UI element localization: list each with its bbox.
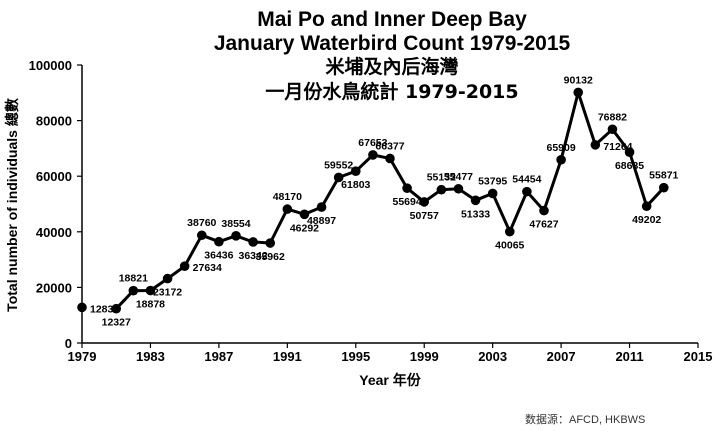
data-point (128, 285, 139, 296)
data-point (77, 302, 87, 313)
data-label: 18878 (136, 299, 165, 311)
data-label: 55871 (649, 170, 678, 182)
data-label: 48897 (307, 215, 336, 227)
data-label: 36436 (204, 250, 233, 262)
data-point (573, 87, 584, 98)
x-axis-title: Year 年份 (359, 372, 421, 388)
x-tick-label: 2007 (547, 349, 576, 364)
y-axis-title: Total number of individuals 總數 (4, 98, 20, 312)
data-label: 55477 (444, 171, 473, 183)
data-point (231, 231, 241, 241)
data-label: 36342 (239, 250, 268, 262)
data-point (487, 188, 498, 199)
data-point (214, 236, 224, 247)
data-point (504, 226, 515, 237)
data-point (385, 153, 395, 164)
data-point (607, 124, 618, 135)
data-label: 12327 (102, 317, 131, 329)
source-note: 数据源：AFCD, HKBWS (525, 412, 645, 426)
data-point (470, 195, 481, 206)
data-label: 55694 (393, 196, 422, 208)
data-label: 18821 (119, 273, 148, 285)
data-label: 38554 (221, 218, 250, 230)
data-point (196, 230, 207, 241)
data-point (145, 285, 156, 296)
data-point (162, 273, 173, 284)
chart-title-line-3: 米埔及內后海灣 (325, 55, 458, 78)
x-tick-label: 1983 (136, 349, 165, 364)
x-tick-label: 1999 (410, 349, 439, 364)
data-label: 51333 (461, 208, 490, 220)
data-label: 76882 (598, 111, 627, 123)
data-label: 48170 (273, 191, 302, 203)
data-point (419, 197, 430, 207)
data-point (282, 204, 293, 214)
data-label: 71264 (603, 141, 632, 153)
chart-title-line-2: January Waterbird Count 1979-2015 (214, 32, 571, 55)
x-tick-label: 2003 (478, 349, 507, 364)
data-point (453, 183, 464, 194)
data-point (641, 201, 652, 212)
data-point (299, 209, 310, 220)
x-tick-label: 2015 (684, 349, 713, 364)
data-point (402, 183, 412, 193)
data-label: 27634 (193, 262, 222, 274)
data-point (316, 202, 327, 212)
data-point (350, 166, 361, 176)
y-tick-label: 0 (65, 336, 72, 351)
y-tick-label: 80000 (36, 114, 72, 129)
data-label: 65909 (547, 142, 576, 154)
data-point (522, 186, 532, 197)
data-point (179, 261, 190, 271)
data-label: 49202 (632, 214, 661, 226)
chart-title-line-1: Mai Po and Inner Deep Bay (257, 8, 527, 31)
tick-labels: 0 20000 40000 60000 80000 100000 1979 1983 1987 1… (29, 58, 713, 364)
data-label: 90132 (564, 74, 593, 86)
series-line (115, 90, 665, 310)
data-label: 66377 (375, 140, 404, 152)
data-point (265, 238, 276, 248)
axes (77, 64, 699, 348)
data-label: 59552 (324, 159, 353, 171)
data-label: 53795 (478, 175, 507, 187)
data-label: 38760 (187, 217, 216, 229)
data-point (333, 172, 344, 183)
data-label: 68635 (615, 160, 644, 172)
data-label: 47627 (529, 219, 558, 231)
data-label: 35962 (256, 251, 285, 263)
data-point (368, 150, 378, 160)
data-point (624, 147, 635, 157)
chart-title-line-4: 一月份水鳥統計 1979-2015 (265, 80, 518, 103)
data-label: 40065 (495, 240, 524, 252)
x-tick-label: 1979 (68, 349, 97, 364)
data-point (556, 154, 566, 165)
data-point (539, 205, 549, 216)
y-tick-label: 60000 (36, 169, 72, 184)
data-label: 61803 (341, 179, 370, 191)
data-point (248, 237, 258, 247)
x-tick-label: 2011 (615, 349, 643, 364)
data-point (658, 182, 669, 193)
x-tick-label: 1991 (273, 349, 302, 364)
y-tick-label: 40000 (36, 225, 72, 240)
data-label: 23172 (153, 287, 182, 299)
data-label: 55132 (427, 172, 456, 184)
data-point (111, 303, 122, 314)
data-label: 50757 (410, 210, 439, 222)
x-tick-label: 1987 (204, 349, 233, 364)
x-tick-label: 1995 (341, 349, 370, 364)
series-total (77, 87, 669, 314)
y-tick-label: 20000 (36, 280, 72, 295)
data-point (436, 184, 447, 195)
data-point (590, 140, 601, 150)
data-label: 46292 (290, 222, 319, 234)
data-label: 12830 (90, 303, 119, 315)
y-tick-label: 100000 (29, 58, 72, 73)
data-label: 54454 (512, 174, 541, 186)
data-label: 67653 (358, 137, 387, 149)
